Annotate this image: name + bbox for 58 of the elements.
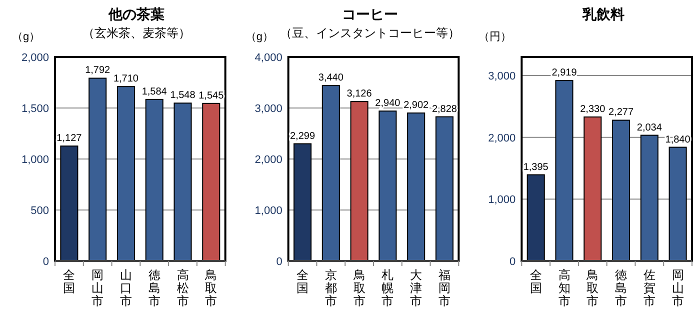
data-label: 1,840 [665, 134, 691, 146]
y-axis-title: （g） [12, 31, 40, 43]
data-label: 2,299 [290, 130, 316, 142]
data-label: 3,126 [346, 88, 372, 100]
x-tick-label: 全国 [296, 268, 309, 295]
data-label: 1,545 [198, 90, 224, 102]
data-label: 2,330 [580, 104, 606, 115]
y-tick-label: 500 [30, 205, 49, 217]
data-label: 1,584 [142, 86, 168, 98]
x-tick-label: 徳島市 [615, 268, 628, 308]
x-tick-label: 鳥取市 [352, 268, 366, 308]
y-tick-label: 2,000 [254, 154, 282, 166]
y-tick-label: 3,000 [488, 70, 516, 83]
x-tick-label: 札幌市 [382, 268, 394, 308]
data-label: 2,919 [552, 68, 578, 79]
data-label: 2,940 [375, 98, 401, 110]
x-tick-label: 全国 [530, 268, 542, 295]
data-label: 2,277 [608, 107, 634, 118]
x-tick-label: 鳥取市 [204, 268, 218, 308]
x-tick-label: 佐賀市 [643, 268, 656, 308]
x-tick-label: 大津市 [410, 268, 422, 308]
x-tick-label: 高松市 [176, 268, 189, 308]
x-tick-label: 京都市 [324, 268, 337, 308]
data-label: 1,792 [85, 65, 111, 76]
x-tick-label: 鳥取市 [586, 268, 599, 308]
y-tick-label: 2,000 [488, 132, 516, 144]
chart-subtitle: （玄米茶、麦茶等） [82, 26, 191, 40]
x-tick-label: 岡山市 [92, 268, 104, 308]
data-label: 1,395 [523, 162, 549, 173]
x-tick-label: 岡山市 [672, 268, 684, 308]
x-tick-label: 山口市 [120, 268, 132, 308]
data-label: 2,828 [432, 104, 458, 115]
y-tick-label: 1,500 [21, 103, 49, 115]
x-tick-label: 高知市 [558, 268, 570, 308]
data-label: 1,710 [113, 74, 139, 85]
x-tick-label: 徳島市 [148, 268, 160, 308]
chart-title: コーヒー [342, 6, 398, 22]
x-tick-label: 全国 [63, 268, 76, 295]
y-tick-label: 1,000 [488, 194, 516, 206]
x-tick-label: 福岡市 [438, 268, 450, 308]
y-tick-label: 4,000 [254, 52, 282, 64]
y-axis-title: （g） [245, 31, 274, 43]
chart-title: 他の茶葉 [108, 6, 165, 22]
data-label: 1,548 [170, 90, 196, 102]
y-axis-title: （円） [478, 31, 512, 43]
data-label: 3,440 [318, 72, 344, 84]
y-tick-label: 1,000 [21, 154, 49, 166]
chart-title: 乳飲料 [581, 6, 624, 22]
data-label: 2,034 [636, 122, 662, 134]
data-label: 2,902 [404, 100, 430, 111]
y-tick-label: 3,000 [254, 103, 282, 115]
y-tick-label: 0 [510, 256, 516, 268]
y-tick-label: 0 [276, 256, 282, 268]
y-tick-label: 1,000 [254, 205, 282, 217]
y-tick-label: 2,000 [21, 52, 49, 64]
chart-subtitle: （豆、インスタントコーヒー等） [280, 26, 460, 40]
y-tick-label: 0 [42, 256, 49, 268]
data-label: 1,127 [56, 133, 82, 144]
